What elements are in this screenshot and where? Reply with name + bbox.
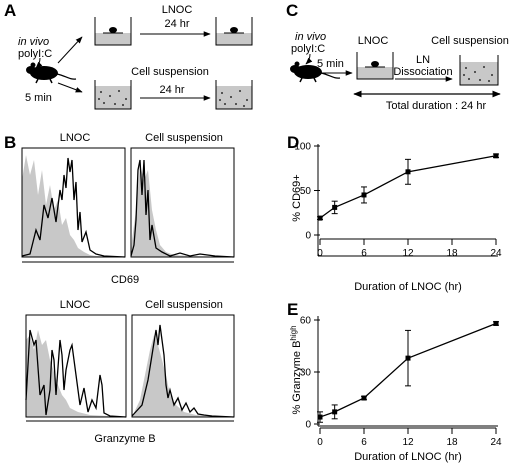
lnoc-well-end [215,17,253,46]
panel-a-lnoc-label: LNOC [162,4,193,16]
panel-d-letter: D [287,133,299,152]
x-tick-label: 18 [446,248,458,259]
x-tick-label: 6 [361,248,367,259]
y-tick-label: 50 [300,186,312,197]
panel-c-polyic-label: polyI:C [291,43,325,55]
chart-e-ylabel: % Granzyme Bhigh [289,325,303,414]
panel-c-invivo-label: in vivo [295,31,326,43]
chart-d-xlabel: Duration of LNOC (hr) [354,281,462,293]
gzmb-lnoc-histogram [25,314,127,418]
chart-e-xlabel: Duration of LNOC (hr) [354,451,462,463]
x-tick-label: 12 [402,248,414,259]
panel-a-cellsusp-label: Cell suspension [131,66,209,78]
data-point [332,409,338,415]
mouse-icon [290,61,341,83]
panel-a: A in vivo polyI:C 5 min LNOC 24 hr [4,1,253,110]
chart-cd69-timecourse: D 0 6 12 18 24 0 50 100 Duration of LNOC (hr) %… [287,133,502,293]
cd69-lnoc-title: LNOC [60,132,91,144]
panel-b-letter: B [4,133,16,152]
cellsusp-well-end [215,80,253,110]
x-tick-label: 6 [361,437,367,448]
y-tick-label: 30 [300,368,312,379]
x-tick-label: 0 [317,248,323,259]
panel-c-letter: C [286,1,298,20]
panel-c-dissociation-label: Dissociation [393,66,452,78]
panel-a-polyic-label: polyI:C [18,48,52,60]
x-tick-label: 0 [317,437,323,448]
arrow-to-cellsusp [57,82,83,93]
y-tick-label: 60 [300,316,312,327]
y-tick-label: 0 [305,231,311,242]
chart-e-ylabel-sup: high [289,325,298,340]
y-tick-label: 100 [294,142,311,153]
chart-granzyme-timecourse: E 0 6 12 18 24 0 30 60 Duration of LNOC (hr) % … [287,300,502,463]
panel-a-invivo-label: in vivo [18,36,49,48]
gzmb-cellsusp-histogram [131,314,235,418]
panel-c-lnoc-well [356,52,394,80]
panel-b: B LNOC Cell suspension CD69 LNOC Cell su… [4,132,235,445]
panel-c-injection-arrow [305,53,313,65]
panel-a-lnoc-duration: 24 hr [164,18,189,30]
cd69-cellsusp-title: Cell suspension [145,132,223,144]
panel-c-time-label: 5 min [317,58,344,70]
gzmb-lnoc-title: LNOC [60,299,91,311]
panel-c-cellsusp-well [459,55,499,86]
cd69-lnoc-histogram [21,147,126,258]
panel-e-letter: E [287,300,298,319]
x-tick-label: 24 [490,437,502,448]
gzmb-xlabel: Granzyme B [94,433,155,445]
panel-c-total-label: Total duration : 24 hr [386,100,487,112]
data-point [361,395,367,401]
lnoc-well-start [94,17,132,46]
mouse-icon [26,62,77,84]
chart-e-ylabel-main: % Granzyme B [291,341,303,415]
data-point [405,355,411,361]
data-point [405,169,411,175]
panel-c-lnoc-label: LNOC [358,35,389,47]
data-point [493,153,499,159]
data-point [493,320,499,326]
data-point [317,215,323,221]
panel-c: C in vivo polyI:C 5 min LNOC LN Dissocia… [286,1,509,112]
gzmb-cellsusp-title: Cell suspension [145,299,223,311]
data-point [332,204,338,210]
panel-c-ln-label: LN [416,54,430,66]
cd69-cellsusp-histogram [130,147,235,258]
x-tick-label: 24 [490,248,502,259]
data-point [361,192,367,198]
panel-c-cellsusp-label: Cell suspension [431,35,509,47]
arrow-to-lnoc [57,36,83,64]
cellsusp-well-start [94,80,132,110]
panel-a-cellsusp-duration: 24 hr [159,84,184,96]
data-point [317,414,323,420]
x-tick-label: 18 [446,437,458,448]
x-tick-label: 12 [402,437,414,448]
chart-d-ylabel: % CD69+ [291,174,303,221]
cd69-xlabel: CD69 [111,274,139,286]
panel-a-time-label: 5 min [25,92,52,104]
y-tick-label: 0 [305,420,311,431]
panel-a-letter: A [4,1,16,20]
